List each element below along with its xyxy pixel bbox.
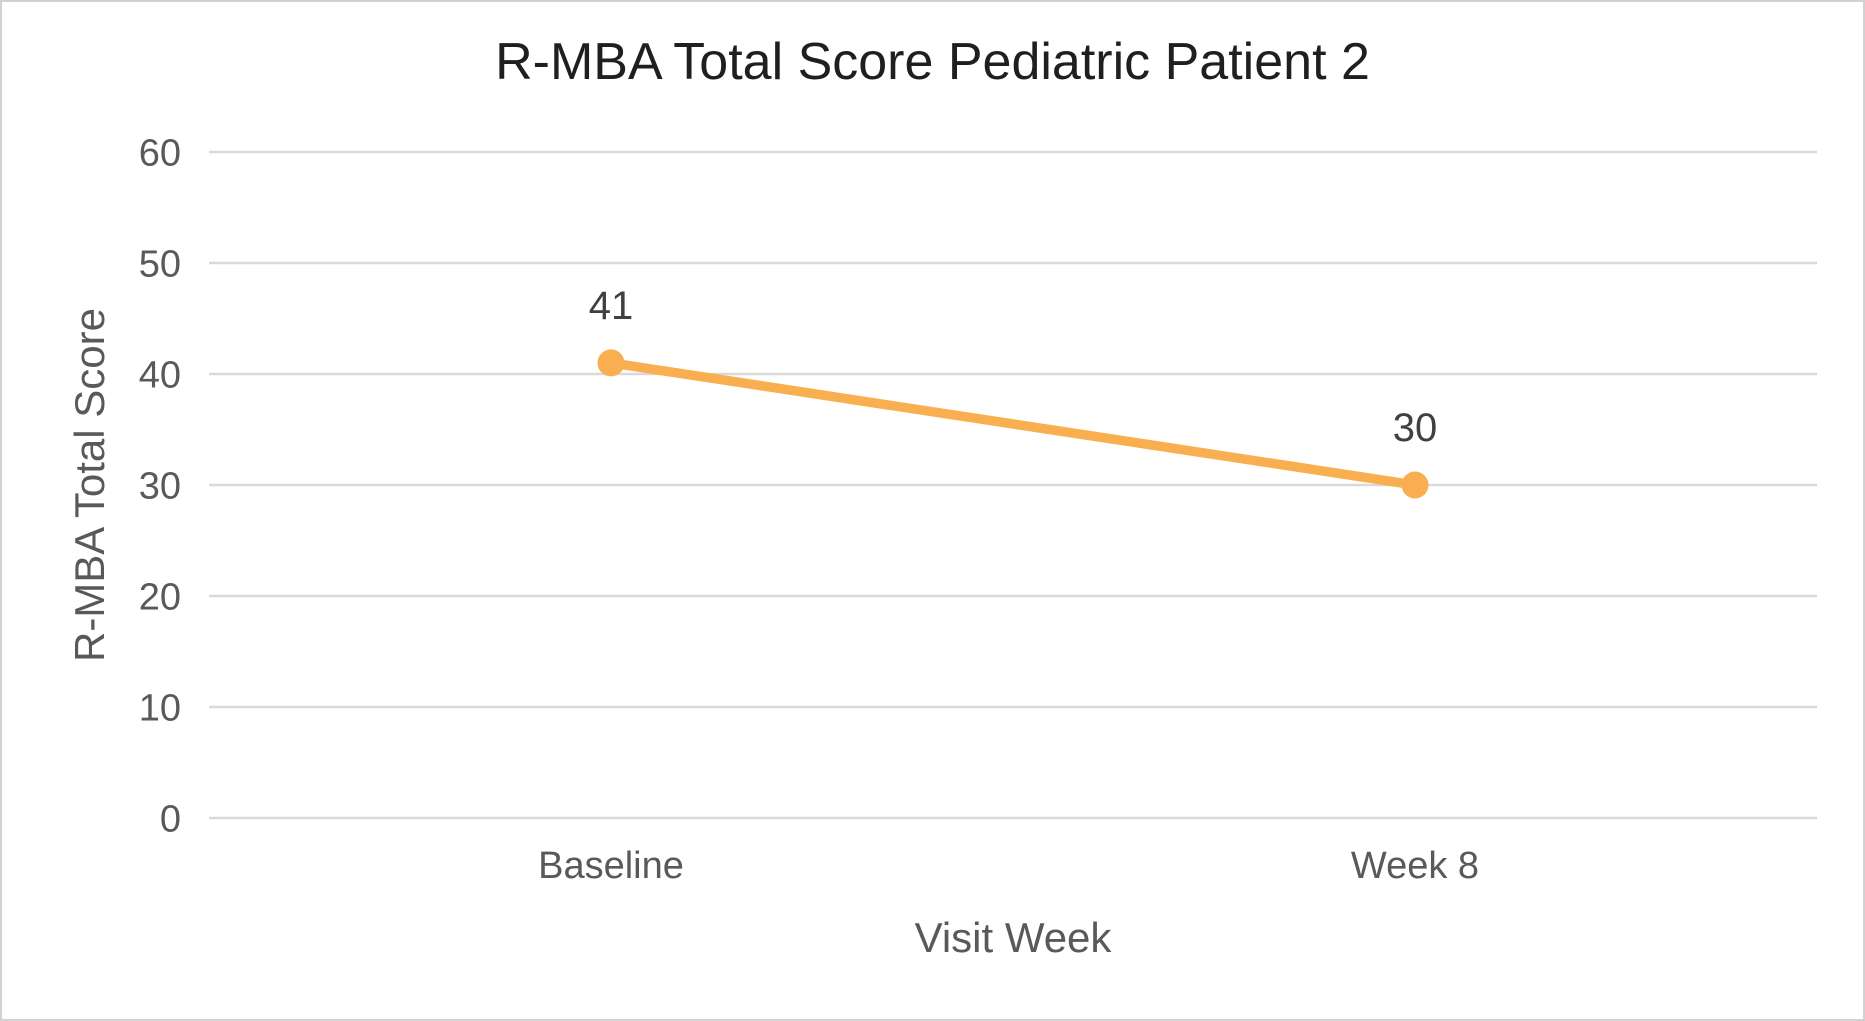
y-tick-label: 10 (139, 687, 181, 729)
y-tick-label: 60 (139, 132, 181, 174)
y-tick-label: 40 (139, 354, 181, 396)
y-tick-label: 50 (139, 243, 181, 285)
y-tick-label: 0 (160, 798, 181, 840)
data-label: 30 (1393, 406, 1438, 450)
data-point-marker (597, 349, 625, 377)
category-label: Baseline (538, 845, 684, 887)
category-label: Week 8 (1351, 845, 1479, 887)
data-point-marker (1401, 471, 1429, 499)
y-tick-label: 20 (139, 576, 181, 618)
series-line (606, 358, 1420, 490)
chart-title: R-MBA Total Score Pediatric Patient 2 (495, 33, 1370, 91)
data-label: 41 (589, 284, 634, 328)
y-tick-label: 30 (139, 465, 181, 507)
x-axis-title: Visit Week (914, 914, 1112, 961)
